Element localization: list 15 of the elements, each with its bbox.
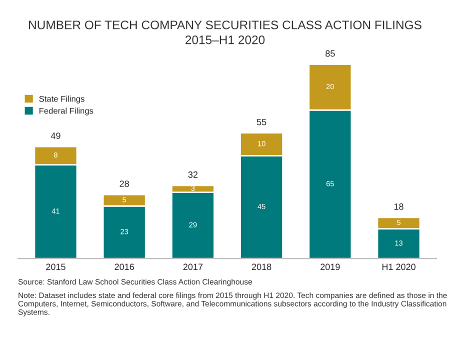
chart-title: NUMBER OF TECH COMPANY SECURITIES CLASS ACTION FILINGS 2015–H1 2020 xyxy=(29,20,422,44)
x-tick-label: 2018 xyxy=(252,264,272,270)
legend-label: State Filings xyxy=(39,96,84,104)
x-tick-label: 2019 xyxy=(320,264,340,270)
total-label: 49 xyxy=(50,132,60,139)
total-label: 85 xyxy=(326,50,335,57)
x-tick-label: 2015 xyxy=(46,264,66,270)
x-tick-label: H1 2020 xyxy=(382,264,416,270)
x-tick-label: 2017 xyxy=(183,264,203,270)
total-label: 55 xyxy=(256,118,266,126)
total-label: 28 xyxy=(120,180,129,187)
legend-label: Federal Filings xyxy=(40,108,94,116)
total-label: 32 xyxy=(188,171,198,178)
total-label: 18 xyxy=(394,203,404,210)
x-tick-label: 2016 xyxy=(114,264,134,270)
